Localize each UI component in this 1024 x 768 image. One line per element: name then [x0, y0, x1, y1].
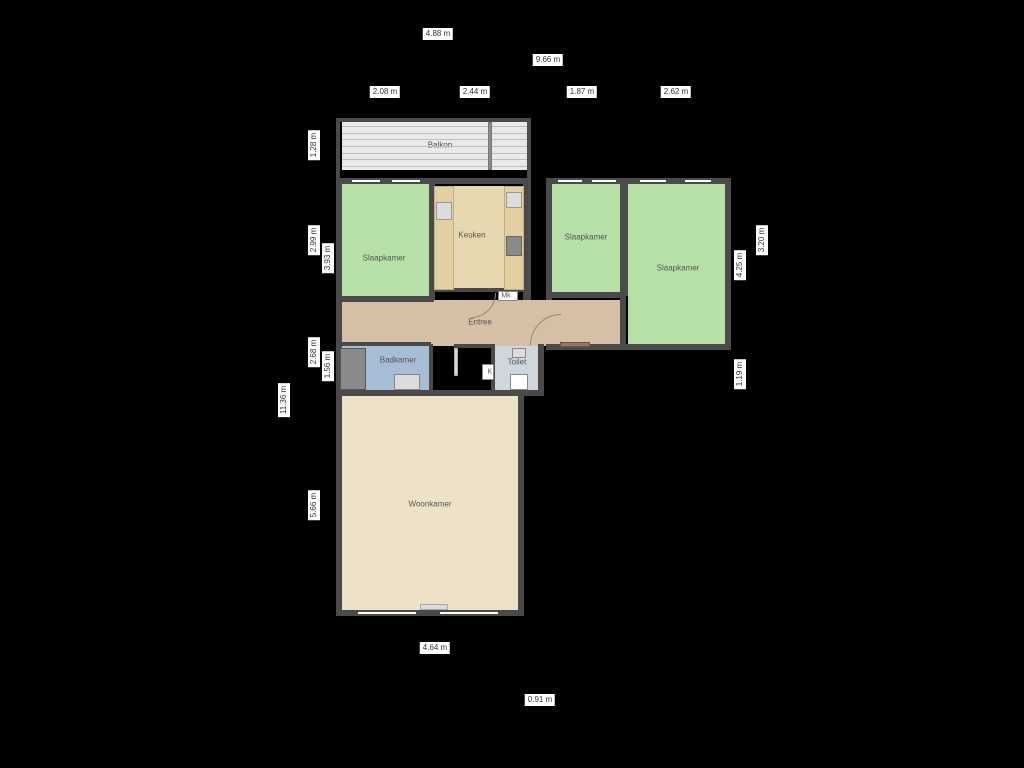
dimension-label: 2.99 m: [308, 225, 320, 255]
dimension-label: 2.62 m: [661, 86, 691, 98]
dimension-label: 0.91 m: [525, 694, 555, 706]
wall-segment: [620, 178, 628, 296]
dimension-label: 3.20 m: [756, 225, 768, 255]
room-label-toilet: Toilet: [508, 358, 527, 367]
dimension-label: 2.08 m: [370, 86, 400, 98]
fixture-wc_tank: [512, 348, 526, 358]
wall-segment: [336, 296, 434, 302]
wall-segment: [725, 178, 731, 350]
balcony-rail: [342, 153, 528, 154]
wall-segment: [336, 118, 340, 182]
window: [392, 180, 420, 182]
dimension-label: 4.25 m: [734, 250, 746, 280]
balcony-rail: [342, 159, 528, 160]
dimension-label: 9.66 m: [533, 54, 563, 66]
wall-segment: [620, 344, 731, 350]
wall-segment: [336, 118, 531, 122]
fixture-toilet_bowl: [510, 374, 528, 390]
wall-segment: [336, 342, 431, 346]
fixture-fridge: [506, 236, 522, 256]
fixture-bath_door_wall: [454, 348, 458, 376]
window: [685, 180, 711, 182]
floorplan-stage: Balkon Slaapkamer Keuken Slaapkamer Slaapkam…: [0, 0, 1024, 768]
window: [640, 180, 666, 182]
balcony-rail: [342, 146, 528, 147]
room-bedroom1: [339, 184, 429, 299]
room-label-entree: Entree: [468, 318, 492, 327]
wall-segment: [538, 344, 544, 394]
window: [352, 180, 380, 182]
room-label-bathroom: Badkamer: [380, 356, 416, 365]
small-label: K: [488, 369, 493, 376]
wall-segment: [546, 292, 626, 298]
fixture-sink: [436, 202, 452, 220]
fixture-bath_sink: [394, 374, 420, 390]
fixture-front_door: [560, 342, 590, 347]
dimension-label: 1.28 m: [308, 130, 320, 160]
room-label-bedroom3: Slaapkamer: [657, 264, 700, 273]
wall-segment: [336, 395, 342, 613]
dimension-label: 2.44 m: [460, 86, 490, 98]
wall-segment: [454, 344, 494, 348]
dimension-label: 11.36 m: [278, 383, 290, 417]
dimension-label: 4.64 m: [420, 642, 450, 654]
window: [440, 612, 498, 614]
window: [558, 180, 582, 182]
dimension-label: 5.66 m: [308, 490, 320, 520]
wall-segment: [546, 178, 552, 300]
wall-segment: [429, 344, 433, 392]
room-label-bedroom1: Slaapkamer: [363, 254, 406, 263]
balcony-rail: [342, 166, 528, 167]
fixture-stove: [506, 192, 522, 208]
wall-segment: [527, 118, 531, 182]
room-label-living: Woonkamer: [409, 500, 452, 509]
small-label: Mk: [501, 293, 510, 300]
dimension-label: 1.87 m: [567, 86, 597, 98]
fixture-closet: [340, 348, 366, 390]
room-label-kitchen: Keuken: [458, 231, 485, 240]
wall-segment: [518, 395, 524, 613]
dimension-label: 1.19 m: [734, 359, 746, 389]
wall-segment: [523, 178, 531, 300]
balcony-rail: [342, 126, 528, 127]
dimension-label: 1.56 m: [322, 351, 334, 381]
window: [358, 612, 416, 614]
room-label-balcony: Balkon: [428, 141, 452, 150]
window: [592, 180, 616, 182]
balcony-rail: [342, 139, 528, 140]
wall-segment: [432, 178, 527, 184]
balcony-rail: [342, 133, 528, 134]
room-label-bedroom2: Slaapkamer: [565, 233, 608, 242]
wall-segment: [620, 296, 626, 348]
wall-segment: [336, 390, 544, 396]
dimension-label: 4.88 m: [423, 28, 453, 40]
fixture-balcony_door: [488, 122, 492, 170]
dimension-label: 3.93 m: [322, 243, 334, 273]
dimension-label: 2.68 m: [308, 337, 320, 367]
fixture-rad_living: [420, 604, 448, 610]
